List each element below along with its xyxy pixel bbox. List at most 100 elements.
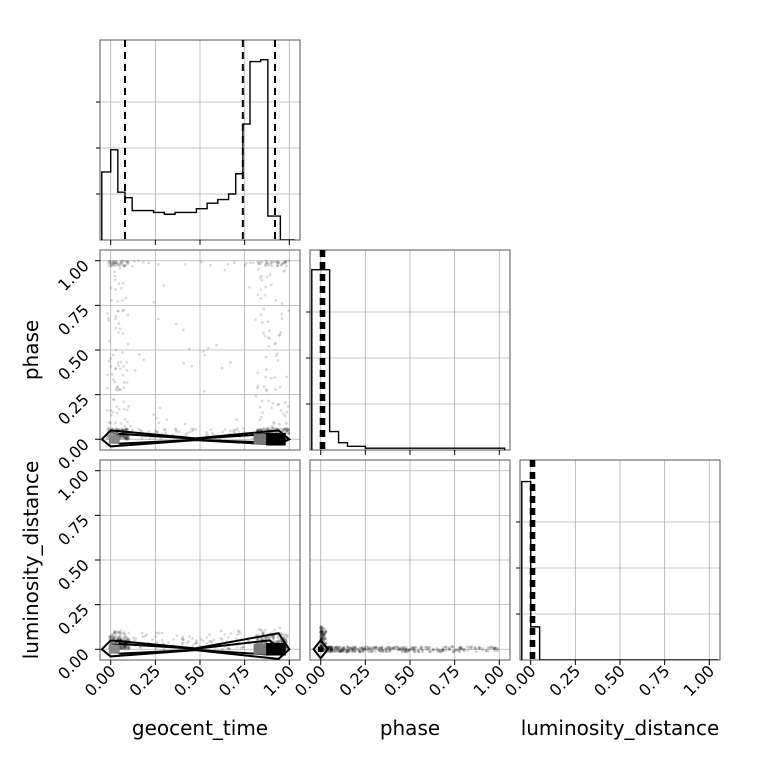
scatter-point (320, 633, 323, 637)
scatter-point (215, 343, 219, 347)
scatter-point (236, 633, 239, 637)
scatter-point (226, 646, 230, 650)
scatter-point (287, 259, 291, 263)
scatter-point (334, 646, 338, 649)
scatter-point (347, 649, 351, 653)
scatter-point (119, 435, 122, 439)
scatter-point (232, 428, 236, 432)
scatter-point (110, 372, 114, 376)
scatter-point (120, 647, 124, 651)
scatter-point (111, 410, 115, 414)
scatter-point (142, 358, 146, 362)
scatter-point (118, 437, 122, 441)
scatter-point (264, 261, 268, 264)
y-tick-label: 0.50 (54, 345, 93, 384)
scatter-point (269, 376, 273, 380)
scatter-point (126, 261, 130, 265)
scatter-point (265, 389, 269, 393)
scatter-point (127, 260, 130, 264)
scatter-point (340, 649, 344, 653)
scatter-point (114, 261, 117, 264)
scatter-point (454, 648, 458, 651)
scatter-point (320, 629, 324, 632)
scatter-point (264, 388, 268, 392)
scatter-point (125, 638, 129, 642)
scatter-point (180, 637, 184, 641)
scatter-point (459, 645, 463, 649)
scatter-point (276, 403, 280, 407)
scatter-point (127, 631, 131, 635)
scatter-point (121, 435, 125, 438)
scatter-point (126, 647, 129, 650)
scatter-point (346, 647, 349, 650)
scatter-point (487, 646, 491, 650)
scatter-point (444, 645, 448, 649)
scatter-point (339, 650, 342, 653)
scatter-point (490, 645, 494, 649)
scatter-point (435, 648, 439, 652)
scatter-point (451, 645, 455, 649)
scatter-point (451, 645, 454, 649)
scatter-point (380, 646, 383, 650)
scatter-point (437, 650, 441, 653)
scatter-point (123, 633, 127, 636)
scatter-point (122, 630, 126, 634)
scatter-point (117, 331, 120, 334)
scatter-point (107, 319, 110, 322)
scatter-point (265, 428, 269, 431)
scatter-point (107, 264, 111, 268)
scatter-point (105, 437, 109, 441)
hist-panel-phase (309, 249, 511, 451)
scatter-point (261, 427, 265, 431)
scatter-point (262, 427, 266, 431)
scatter-point (119, 360, 123, 364)
scatter-point (435, 646, 439, 650)
scatter-point (261, 411, 265, 415)
scatter-point (470, 645, 474, 649)
scatter-point (337, 649, 341, 653)
scatter-point (119, 646, 123, 650)
scatter-point (273, 342, 277, 346)
scatter-point (119, 388, 122, 392)
scatter-point (319, 635, 323, 639)
scatter-point (147, 261, 151, 265)
scatter-point (380, 645, 384, 649)
scatter-point (469, 647, 473, 651)
scatter-point (407, 649, 411, 653)
scatter-point (165, 418, 169, 422)
scatter-point (123, 636, 127, 640)
x-tick-label: 0.75 (425, 661, 464, 700)
scatter-point (261, 631, 265, 635)
scatter-point (330, 647, 334, 651)
scatter-point (120, 631, 124, 635)
scatter-point (473, 646, 476, 650)
scatter-point (344, 650, 348, 654)
scatter-point (492, 646, 496, 650)
scatter-point (278, 333, 282, 337)
scatter-point (417, 650, 421, 654)
scatter-point (106, 434, 110, 438)
scatter-point (276, 263, 280, 267)
scatter-point (272, 634, 276, 638)
scatter-point (283, 414, 287, 418)
scatter-point (260, 629, 264, 633)
scatter-point (321, 630, 325, 634)
scatter-point (268, 337, 272, 340)
scatter-point (115, 263, 118, 267)
scatter-point (210, 640, 214, 644)
scatter-point (112, 637, 116, 641)
scatter-point (259, 288, 263, 292)
scatter-point (202, 389, 206, 393)
scatter-point (363, 647, 366, 651)
scatter-point (284, 421, 288, 425)
scatter-point (345, 650, 349, 654)
scatter-point (223, 268, 227, 272)
scatter-point (277, 261, 280, 265)
scatter-point (319, 636, 323, 640)
scatter-point (351, 646, 355, 650)
scatter-point (265, 275, 269, 279)
scatter-point (264, 285, 268, 289)
scatter-point (285, 429, 289, 433)
y-axis-label-phase: phase (19, 320, 43, 380)
scatter-point (362, 650, 365, 654)
